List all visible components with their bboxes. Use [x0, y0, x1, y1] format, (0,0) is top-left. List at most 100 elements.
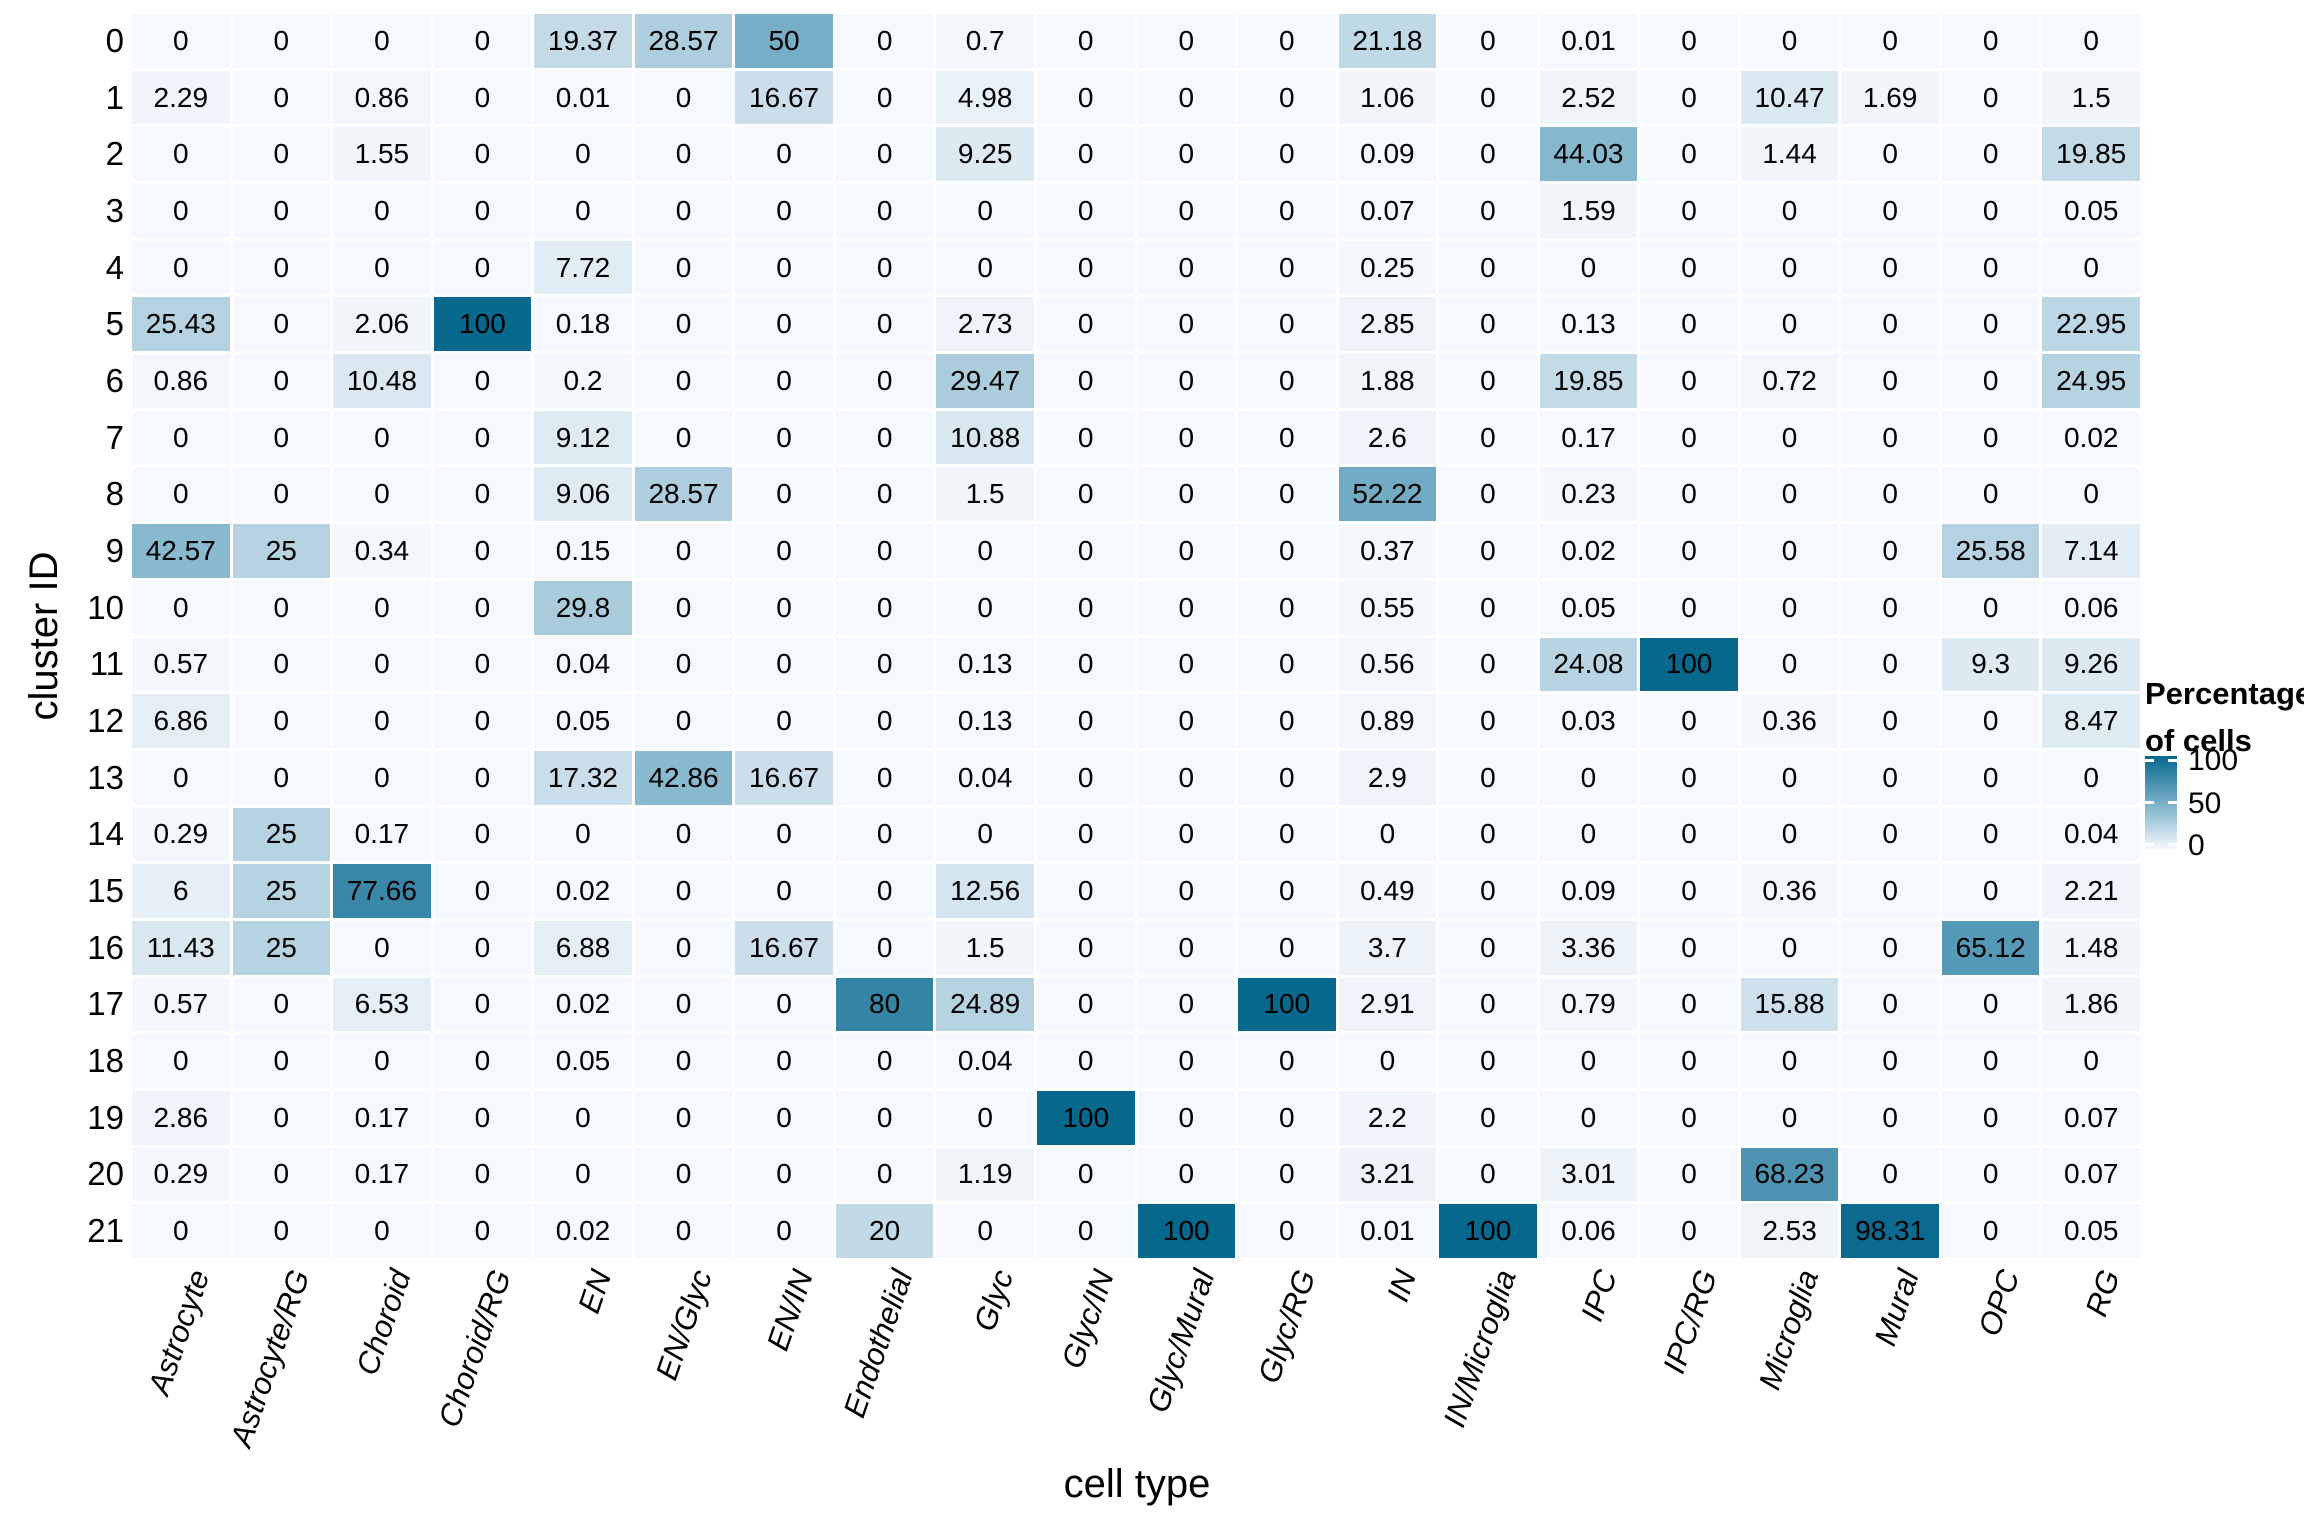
- heatmap-cell: 0: [232, 184, 331, 238]
- heatmap-cell: 0: [1137, 807, 1236, 862]
- heatmap-cell: 0: [1439, 1147, 1537, 1202]
- heatmap-cell: 52.22: [1338, 467, 1437, 522]
- heatmap-cell: 0: [1137, 977, 1236, 1032]
- heatmap-cell: 0: [1238, 524, 1336, 578]
- heatmap-cell: 2.06: [333, 297, 431, 352]
- heatmap-cell: 2.21: [2042, 864, 2140, 918]
- heatmap-cell: 0: [2042, 467, 2140, 522]
- heatmap-cell: 6.53: [333, 977, 431, 1032]
- heatmap-cell: 0: [333, 1034, 431, 1088]
- heatmap-cell: 0: [835, 694, 934, 748]
- heatmap-cell: 0: [1640, 240, 1738, 295]
- legend-tick-mark: [2168, 843, 2177, 846]
- heatmap-cell: 0.25: [1338, 240, 1437, 295]
- heatmap-cell: 0: [735, 127, 833, 182]
- heatmap-cell: 0: [1841, 410, 1939, 465]
- heatmap-cell: 19.85: [2042, 127, 2140, 182]
- heatmap-cell: 0: [1740, 297, 1839, 352]
- heatmap-cell: 0.7: [936, 14, 1034, 68]
- heatmap-cell: 7.14: [2042, 524, 2140, 578]
- heatmap-cell: 8.47: [2042, 694, 2140, 748]
- heatmap-cell: 0: [1439, 807, 1537, 862]
- heatmap-cell: 0: [1137, 920, 1236, 975]
- x-axis-title: cell type: [1063, 1462, 1211, 1506]
- heatmap-cell: 0: [1036, 127, 1135, 182]
- heatmap-cell: 0: [1640, 1204, 1738, 1258]
- x-tick-label: IPC/RG: [1656, 1265, 1725, 1378]
- heatmap-cell: 0: [232, 127, 331, 182]
- heatmap-cell: 28.57: [634, 467, 733, 522]
- heatmap-cell: 1.5: [936, 467, 1034, 522]
- heatmap-cell: 0: [1238, 1147, 1336, 1202]
- heatmap-cell: 0: [132, 1204, 230, 1258]
- heatmap-cell: 0: [1137, 1090, 1236, 1145]
- heatmap-cell: 2.86: [132, 1090, 230, 1145]
- legend-tick-mark: [2168, 801, 2177, 804]
- heatmap-cell: 0: [232, 1034, 331, 1088]
- heatmap-cell: 0: [1841, 1090, 1939, 1145]
- heatmap-cell: 0: [1539, 1090, 1638, 1145]
- heatmap-cell: 0: [433, 524, 532, 578]
- heatmap-cell: 80: [835, 977, 934, 1032]
- heatmap-cell: 0: [1740, 750, 1839, 805]
- heatmap-cell: 0: [132, 184, 230, 238]
- heatmap-cell: 0: [433, 694, 532, 748]
- heatmap-cell: 0: [1841, 524, 1939, 578]
- heatmap-cell: 0: [835, 297, 934, 352]
- heatmap-cell: 0.2: [534, 354, 632, 408]
- heatmap-cell: 0: [1740, 410, 1839, 465]
- heatmap-cell: 0: [1439, 184, 1537, 238]
- heatmap-cell: 0: [1137, 70, 1236, 125]
- x-tick-label: Astrocyte: [141, 1265, 217, 1399]
- heatmap-cell: 2.85: [1338, 297, 1437, 352]
- x-tick-label: Choroid/RG: [431, 1265, 518, 1432]
- heatmap-cell: 0: [634, 580, 733, 635]
- heatmap-cell: 0: [132, 750, 230, 805]
- heatmap-cell: 0: [1036, 750, 1135, 805]
- heatmap-cell: 9.06: [534, 467, 632, 522]
- heatmap-cell: 0: [1841, 127, 1939, 182]
- heatmap-cell: 0: [132, 127, 230, 182]
- heatmap-cell: 9.25: [936, 127, 1034, 182]
- y-tick-label: 14: [87, 815, 124, 853]
- heatmap-cell: 22.95: [2042, 297, 2140, 352]
- heatmap-cell: 0: [433, 410, 532, 465]
- heatmap-cell: 0: [835, 410, 934, 465]
- heatmap-cell: 25: [232, 920, 331, 975]
- heatmap-cell: 0: [1941, 580, 2040, 635]
- heatmap-cell: 0: [232, 467, 331, 522]
- heatmap-cell: 0: [1841, 920, 1939, 975]
- heatmap-cell: 0: [1941, 1090, 2040, 1145]
- heatmap-cell: 0: [1640, 297, 1738, 352]
- x-tick-label: IPC: [1573, 1265, 1624, 1326]
- heatmap-cell: 0.01: [1539, 14, 1638, 68]
- heatmap-cell: 0: [835, 354, 934, 408]
- heatmap-cell: 0.02: [1539, 524, 1638, 578]
- heatmap-cell: 0: [634, 977, 733, 1032]
- legend-colorbar: [2145, 756, 2177, 849]
- heatmap-cell: 16.67: [735, 750, 833, 805]
- heatmap-cell: 10.48: [333, 354, 431, 408]
- heatmap-cell: 0: [2042, 750, 2140, 805]
- heatmap-cell: 0: [1640, 807, 1738, 862]
- heatmap-cell: 0: [1640, 14, 1738, 68]
- heatmap-cell: 0: [1137, 14, 1236, 68]
- heatmap-cell: 0: [1439, 240, 1537, 295]
- heatmap-cell: 100: [1439, 1204, 1537, 1258]
- heatmap-cell: 0.04: [936, 1034, 1034, 1088]
- y-tick-label: 15: [87, 872, 124, 910]
- heatmap-cell: 0: [2042, 1034, 2140, 1088]
- heatmap-cell: 0: [433, 467, 532, 522]
- heatmap-cell: 0: [835, 1090, 934, 1145]
- heatmap-cell: 24.89: [936, 977, 1034, 1032]
- heatmap-cell: 44.03: [1539, 127, 1638, 182]
- heatmap-cell: 2.9: [1338, 750, 1437, 805]
- heatmap-cell: 9.12: [534, 410, 632, 465]
- y-tick-label: 11: [89, 645, 124, 683]
- heatmap-cell: 0.02: [2042, 410, 2140, 465]
- heatmap-cell: 0: [433, 127, 532, 182]
- y-tick-label: 10: [87, 588, 124, 626]
- heatmap-cell: 0: [1740, 524, 1839, 578]
- heatmap-cell: 24.08: [1539, 637, 1638, 692]
